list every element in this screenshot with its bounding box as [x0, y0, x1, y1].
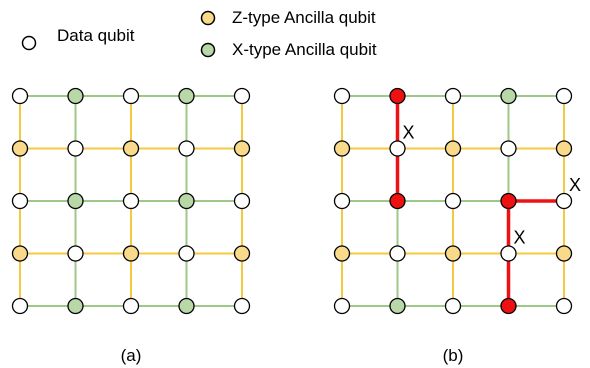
- data-qubit: [11, 87, 29, 105]
- data-qubit: [500, 140, 517, 157]
- z-ancilla-qubit: [555, 245, 573, 262]
- data-qubit: [555, 297, 573, 315]
- error-ancilla-qubit: [389, 87, 406, 105]
- data-qubit: [67, 245, 84, 262]
- x-ancilla-qubit: [178, 87, 195, 105]
- x-ancilla-qubit: [67, 297, 84, 315]
- error-mark-layer: X X X: [403, 123, 582, 248]
- data-qubit: [500, 245, 517, 262]
- caption-a: (a): [121, 346, 142, 365]
- data-qubit: [233, 87, 251, 105]
- z-ancilla-qubit: [555, 140, 573, 157]
- data-qubit: [389, 245, 406, 262]
- edge-layer: [341, 95, 565, 307]
- x-ancilla-qubit: [178, 297, 195, 315]
- data-qubit: [122, 297, 140, 315]
- data-qubit: [444, 192, 462, 210]
- error-ancilla-qubit: [500, 297, 517, 315]
- x-ancilla-qubit: [500, 87, 517, 105]
- data-qubit: [333, 87, 351, 105]
- x-ancilla-qubit: [389, 297, 406, 315]
- qubit-layer: [333, 87, 573, 315]
- z-ancilla-qubit: [122, 140, 140, 157]
- legend-z-label: Z-type Ancilla qubit: [232, 8, 376, 27]
- data-qubit: [178, 245, 195, 262]
- x-ancilla-qubit: [67, 87, 84, 105]
- data-qubit: [333, 297, 351, 315]
- x-error-label: X: [569, 175, 581, 195]
- z-ancilla-qubit: [333, 245, 351, 262]
- legend: Data qubit Z-type Ancilla qubit X-type A…: [21, 8, 377, 59]
- x-error-label: X: [514, 228, 526, 248]
- x-ancilla-qubit: [67, 192, 84, 210]
- legend-x-marker: [200, 42, 216, 58]
- data-qubit: [555, 192, 573, 210]
- error-chain-layer: [395, 96, 564, 306]
- qubit-layer: [11, 87, 251, 315]
- data-qubit: [389, 140, 406, 157]
- data-qubit: [178, 140, 195, 157]
- legend-data-label: Data qubit: [57, 26, 135, 45]
- z-ancilla-qubit: [233, 140, 251, 157]
- data-qubit: [233, 192, 251, 210]
- z-ancilla-qubit: [11, 140, 29, 157]
- error-ancilla-qubit: [389, 192, 406, 210]
- edge-layer: [19, 95, 243, 307]
- data-qubit: [555, 87, 573, 105]
- x-ancilla-qubit: [178, 192, 195, 210]
- data-qubit: [11, 192, 29, 210]
- panel-a: [11, 87, 251, 315]
- z-ancilla-qubit: [444, 245, 462, 262]
- x-error-label: X: [403, 123, 415, 143]
- z-ancilla-qubit: [11, 245, 29, 262]
- data-qubit: [122, 192, 140, 210]
- z-ancilla-qubit: [233, 245, 251, 262]
- legend-x-label: X-type Ancilla qubit: [232, 40, 377, 59]
- error-ancilla-qubit: [500, 192, 517, 210]
- data-qubit: [233, 297, 251, 315]
- data-qubit: [333, 192, 351, 210]
- legend-data-marker: [21, 35, 37, 51]
- panel-b: X X X: [333, 87, 582, 315]
- z-ancilla-qubit: [444, 140, 462, 157]
- data-qubit: [444, 87, 462, 105]
- z-ancilla-qubit: [333, 140, 351, 157]
- data-qubit: [11, 297, 29, 315]
- legend-z-marker: [200, 10, 216, 26]
- data-qubit: [444, 297, 462, 315]
- data-qubit: [67, 140, 84, 157]
- z-ancilla-qubit: [122, 245, 140, 262]
- data-qubit: [122, 87, 140, 105]
- caption-b: (b): [443, 346, 464, 365]
